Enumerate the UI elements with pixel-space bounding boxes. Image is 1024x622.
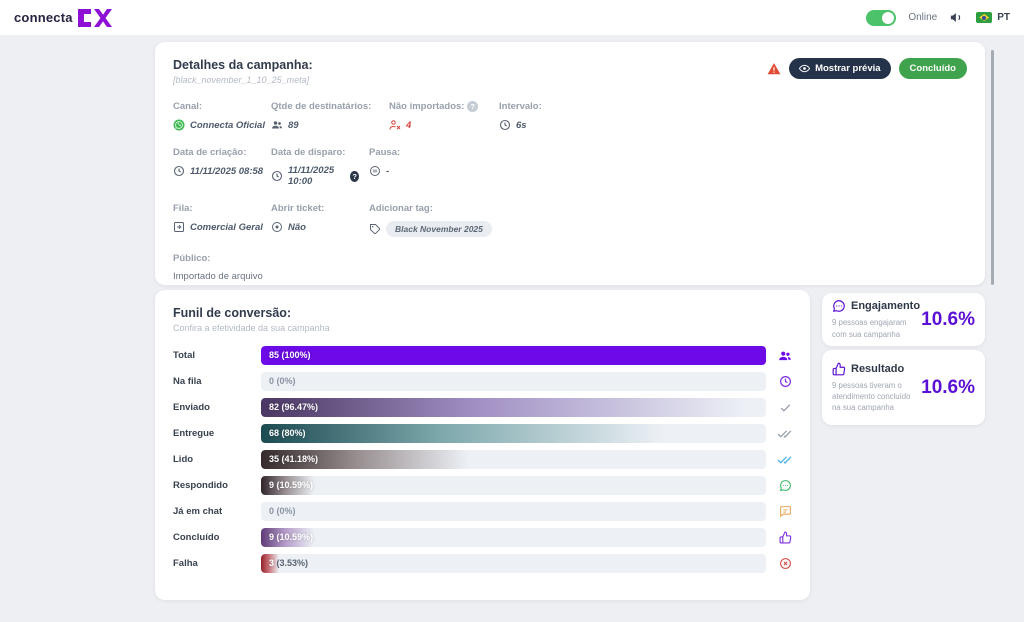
sound-icon[interactable] [949,10,964,25]
result-description: 9 pessoas tiveram o atendimento concluíd… [832,380,921,414]
nao-importados-value: 4 [406,120,411,131]
thumbs-up-icon [766,531,792,544]
funnel-row-total: Total 85 (100%) [173,346,792,365]
field-canal: Canal: Connecta Oficial [173,101,271,131]
field-data-criacao: Data de criação: 11/11/2025 08:58 [173,147,271,187]
queue-icon [173,221,185,233]
engagement-percent: 10.6% [921,309,975,331]
logo-cx-mark [76,8,112,28]
funnel-subtitle: Confira a efetividade da sua campanha [173,323,792,333]
field-pausa: Pausa: - [369,147,400,187]
language-selector[interactable]: PT [976,12,1010,23]
status-badge: Concluído [899,58,967,79]
pause-circle-icon [369,165,381,177]
user-x-icon [389,119,401,131]
funnel-row-na-fila: Na fila 0 (0%) [173,372,792,391]
field-publico: Público: Importado de arquivo [173,253,263,282]
page-scrollbar[interactable] [991,50,994,285]
data-criacao-value: 11/11/2025 08:58 [190,166,263,177]
field-abrir-ticket: Abrir ticket: Não [271,203,359,237]
whatsapp-icon [173,119,185,131]
x-circle-icon [766,557,792,570]
chat-bubble-icon [766,479,792,492]
campaign-details-title: Detalhes da campanha: [173,58,313,72]
field-intervalo: Intervalo: 6s [499,101,542,131]
help-icon[interactable]: ? [467,101,478,112]
fila-value: Comercial Geral [190,222,263,233]
funnel-row-enviado: Enviado 82 (96.47%) [173,398,792,417]
publico-value: Importado de arquivo [173,271,263,282]
clock-icon [499,119,511,131]
field-fila: Fila: Comercial Geral [173,203,271,237]
tag-icon [369,223,381,235]
funnel-row-falha: Falha 3 (3.53%) [173,554,792,573]
funnel-bar: 9 (10.59%) [261,476,766,495]
funnel-bar: 35 (41.18%) [261,450,766,469]
funnel-row-ja-em-chat: Já em chat 0 (0%) [173,502,792,521]
canal-value: Connecta Oficial [190,120,265,131]
clock-icon [766,375,792,388]
field-qtde-destinatarios: Qtde de destinatários: 89 [271,101,389,131]
abrir-ticket-value: Não [288,222,306,233]
field-data-disparo: Data de disparo: 11/11/2025 10:00 ? [271,147,359,187]
engagement-card: Engajamento 9 pessoas engajaram com sua … [822,293,985,346]
campaign-tag-badge[interactable]: Black November 2025 [386,221,492,237]
result-title: Resultado [851,363,904,375]
qtde-value: 89 [288,120,299,131]
double-check-icon [766,453,792,466]
field-adicionar-tag: Adicionar tag: Black November 2025 [369,203,492,237]
funnel-row-lido: Lido 35 (41.18%) [173,450,792,469]
funnel-bar: 85 (100%) [261,346,766,365]
group-icon [766,349,792,363]
show-preview-button[interactable]: Mostrar prévia [789,58,890,79]
chat-square-icon [766,505,792,518]
thumbs-up-icon [832,362,846,376]
funnel-bar: 82 (96.47%) [261,398,766,417]
funnel-title: Funil de conversão: [173,306,792,320]
top-navigation-bar: connecta Online PT [0,0,1024,35]
funnel-bar: 68 (80%) [261,424,766,443]
campaign-details-card: Detalhes da campanha: [black_november_1_… [155,42,985,285]
users-icon [271,119,283,131]
funnel-bar: 0 (0%) [261,372,766,391]
online-label: Online [908,12,937,23]
engagement-description: 9 pessoas engajaram com sua campanha [832,317,921,340]
funnel-bar: 3 (3.53%) [261,554,766,573]
warning-icon [767,62,781,76]
data-disparo-value: 11/11/2025 10:00 [288,165,345,187]
eye-icon [799,63,810,74]
campaign-name: [black_november_1_10_25_meta] [173,75,313,85]
brazil-flag-icon [976,12,992,23]
clock-icon [271,170,283,182]
chat-bubble-icon [832,299,846,313]
record-circle-icon [271,221,283,233]
connecta-logo: connecta [14,8,112,28]
funnel-row-respondido: Respondido 9 (10.59%) [173,476,792,495]
funnel-row-entregue: Entregue 68 (80%) [173,424,792,443]
pausa-value: - [386,166,389,177]
funnel-bar: 9 (10.59%) [261,528,766,547]
conversion-funnel-card: Funil de conversão: Confira a efetividad… [155,290,810,600]
result-percent: 10.6% [921,377,975,399]
language-label: PT [997,12,1010,23]
intervalo-value: 6s [516,120,527,131]
funnel-row-concluido: Concluído 9 (10.59%) [173,528,792,547]
logo-text: connecta [14,10,73,25]
check-icon [766,401,792,414]
double-check-icon [766,427,792,440]
funnel-bar: 0 (0%) [261,502,766,521]
online-toggle[interactable] [866,10,896,26]
help-icon[interactable]: ? [350,171,359,182]
clock-icon [173,165,185,177]
engagement-title: Engajamento [851,300,920,312]
result-card: Resultado 9 pessoas tiveram o atendiment… [822,350,985,425]
field-nao-importados: Não importados: ? 4 [389,101,499,131]
